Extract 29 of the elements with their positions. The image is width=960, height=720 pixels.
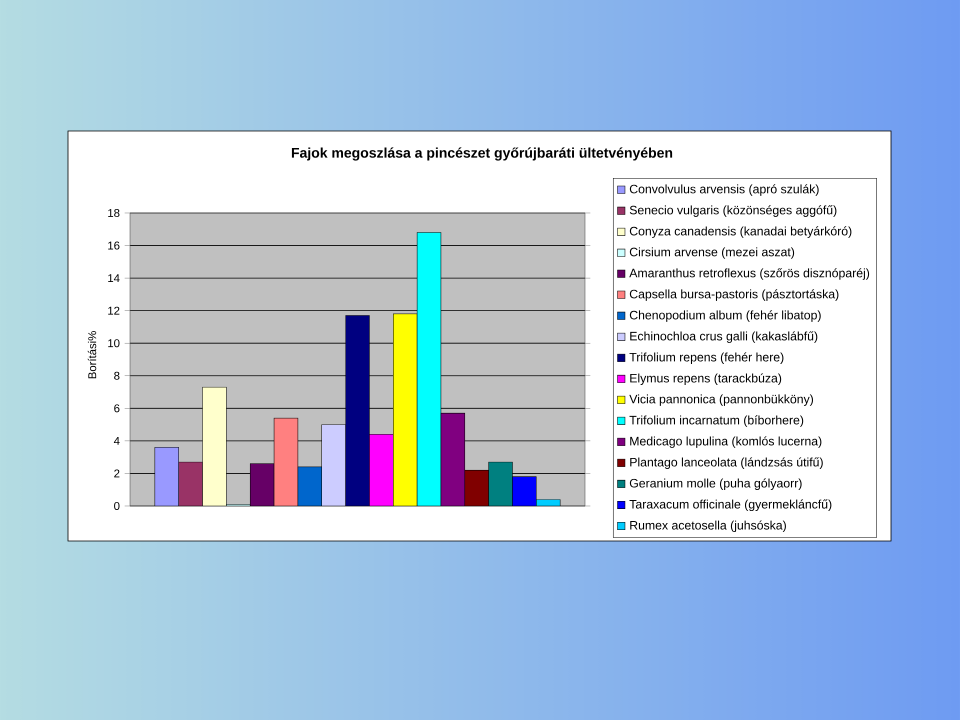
- legend-label: Trifolium incarnatum (bíborhere): [630, 415, 804, 427]
- legend-label: Trifolium repens (fehér here): [630, 352, 784, 364]
- y-tick-label: 0: [114, 502, 120, 510]
- legend-label: Taraxacum officinale (gyermekláncfű): [630, 499, 832, 512]
- legend-label: Rumex acetosella (juhsóska): [630, 520, 786, 532]
- y-tick-label: 8: [114, 372, 120, 380]
- legend-label: Capsella bursa-pastoris (pásztortáska): [630, 289, 838, 301]
- y-tick-label: 4: [114, 436, 120, 445]
- y-tick-label: 16: [108, 242, 120, 250]
- legend-label: Vicia pannonica (pannonbükköny): [629, 394, 814, 406]
- legend-label: Amaranthus retroflexus (szőrös disznóparéj): [629, 268, 870, 280]
- chart-title: Fajok megoszlása a pincészet győrújbaráti ültetvényében: [292, 147, 672, 161]
- y-tick-label: 18: [108, 208, 120, 217]
- y-tick-label: 6: [114, 404, 120, 412]
- legend-label: Medicago lupulina (komlós lucerna): [630, 436, 822, 448]
- legend-label: Cirsium arvense (mezei aszat): [630, 247, 794, 259]
- legend-label: Geranium molle (puha gólyaorr): [630, 478, 802, 490]
- y-axis-title: Borítási%: [88, 331, 96, 378]
- y-tick-label: 10: [108, 339, 120, 348]
- legend-label: Plantago lanceolata (lándzsás útifű): [630, 457, 823, 469]
- legend-label: Senecio vulgaris (közönséges aggófű): [630, 205, 836, 217]
- legend-label: Echinochloa crus galli (kakaslábfű): [630, 331, 818, 343]
- legend-label: Chenopodium album (fehér libatop): [630, 310, 821, 322]
- y-tick-label: 14: [108, 274, 120, 282]
- legend-label: Convolvulus arvensis (apró szulák): [630, 184, 819, 196]
- legend-label: Conyza canadensis (kanadai betyárkóró): [630, 226, 852, 238]
- y-tick-label: 2: [114, 469, 120, 478]
- legend-label: Elymus repens (tarackbúza): [630, 373, 782, 385]
- y-tick-label: 12: [108, 306, 120, 315]
